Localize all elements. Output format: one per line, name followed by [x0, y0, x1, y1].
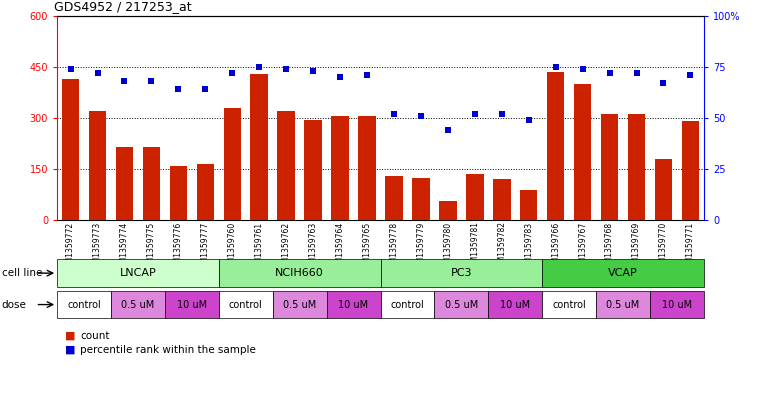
Bar	[520, 190, 537, 220]
Bar	[57, 259, 219, 287]
Point	[577, 66, 589, 72]
Point	[145, 78, 158, 84]
Bar	[628, 114, 645, 220]
Bar	[165, 291, 219, 318]
Text: control: control	[67, 299, 101, 310]
Bar	[170, 165, 187, 220]
Point	[523, 117, 535, 123]
Bar	[682, 121, 699, 220]
Bar	[543, 291, 596, 318]
Point	[684, 72, 696, 78]
Point	[603, 70, 616, 76]
Bar	[435, 291, 489, 318]
Text: count: count	[80, 331, 110, 341]
Point	[334, 74, 346, 80]
Text: 0.5 uM: 0.5 uM	[121, 299, 154, 310]
Bar	[547, 72, 565, 220]
Point	[199, 86, 212, 92]
Text: 10 uM: 10 uM	[177, 299, 207, 310]
Text: 10 uM: 10 uM	[500, 299, 530, 310]
Text: ■: ■	[65, 345, 75, 355]
Bar	[466, 174, 483, 220]
Bar	[654, 159, 672, 220]
Bar	[358, 116, 376, 220]
Bar	[326, 291, 380, 318]
Text: GDS4952 / 217253_at: GDS4952 / 217253_at	[54, 0, 192, 13]
Bar	[650, 291, 704, 318]
Text: percentile rank within the sample: percentile rank within the sample	[80, 345, 256, 355]
Text: 0.5 uM: 0.5 uM	[444, 299, 478, 310]
Point	[415, 113, 427, 119]
Bar	[62, 79, 79, 220]
Text: 0.5 uM: 0.5 uM	[283, 299, 317, 310]
Bar	[439, 201, 457, 220]
Point	[630, 70, 642, 76]
Bar	[493, 179, 511, 220]
Bar	[304, 119, 322, 220]
Point	[280, 66, 292, 72]
Bar	[57, 291, 111, 318]
Text: dose: dose	[2, 299, 27, 310]
Bar	[250, 73, 268, 220]
Text: ■: ■	[65, 331, 75, 341]
Bar	[224, 108, 241, 220]
Bar	[412, 178, 430, 220]
Text: 10 uM: 10 uM	[662, 299, 692, 310]
Bar	[601, 114, 619, 220]
Point	[549, 64, 562, 70]
Point	[253, 64, 266, 70]
Point	[119, 78, 131, 84]
Point	[226, 70, 238, 76]
Bar	[278, 111, 295, 220]
Text: 0.5 uM: 0.5 uM	[607, 299, 640, 310]
Text: LNCAP: LNCAP	[119, 268, 156, 278]
Point	[658, 80, 670, 86]
Bar	[196, 164, 214, 220]
Bar	[489, 291, 542, 318]
Bar	[142, 147, 160, 220]
Text: VCAP: VCAP	[608, 268, 638, 278]
Bar	[272, 291, 326, 318]
Point	[388, 111, 400, 117]
Bar	[574, 84, 591, 220]
Bar	[380, 259, 542, 287]
Text: control: control	[390, 299, 425, 310]
Bar	[543, 259, 704, 287]
Point	[65, 66, 77, 72]
Text: NCIH660: NCIH660	[275, 268, 324, 278]
Point	[495, 111, 508, 117]
Bar	[116, 147, 133, 220]
Bar	[385, 176, 403, 220]
Point	[307, 68, 319, 74]
Point	[361, 72, 373, 78]
Bar	[596, 291, 650, 318]
Point	[91, 70, 103, 76]
Point	[442, 127, 454, 133]
Text: 10 uM: 10 uM	[339, 299, 368, 310]
Bar	[331, 116, 349, 220]
Text: PC3: PC3	[451, 268, 472, 278]
Bar	[111, 291, 165, 318]
Bar	[380, 291, 435, 318]
Point	[172, 86, 184, 92]
Bar	[219, 291, 272, 318]
Bar	[219, 259, 380, 287]
Text: cell line: cell line	[2, 268, 42, 278]
Point	[469, 111, 481, 117]
Bar	[89, 111, 107, 220]
Text: control: control	[229, 299, 263, 310]
Text: control: control	[552, 299, 586, 310]
